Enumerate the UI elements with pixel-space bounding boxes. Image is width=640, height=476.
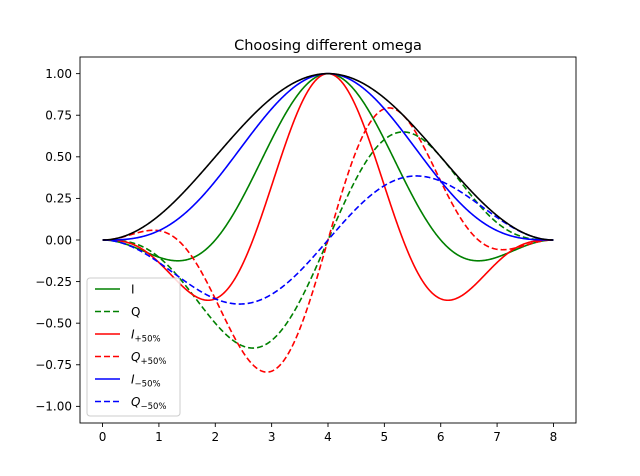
legend-label: I+50% [131, 328, 161, 345]
legend-label: I [131, 283, 135, 297]
y-tick-label: 1.00 [45, 67, 72, 81]
y-tick-label: 0.00 [45, 233, 72, 247]
x-tick-label: 7 [493, 430, 501, 444]
y-tick-label: −0.75 [35, 358, 72, 372]
y-tick-label: 0.25 [45, 192, 72, 206]
axes: 0 1 2 3 4 5 6 7 8 1.00 0.75 0.50 0.25 0.00 −0.25 −0.50 −… [35, 56, 577, 444]
x-tick-label: 5 [381, 430, 389, 444]
envelope-line [102, 72, 554, 241]
x-tick-label: 8 [550, 430, 558, 444]
legend-label: Q−50% [131, 395, 166, 412]
legend-label: Q [131, 305, 140, 319]
x-tick-label: 0 [99, 430, 107, 444]
legend-label: Q+50% [131, 350, 166, 367]
y-tick-label: −1.00 [35, 400, 72, 414]
y-tick-label: 0.50 [45, 150, 72, 164]
x-tick-label: 6 [437, 430, 445, 444]
legend-box [86, 277, 181, 417]
y-tick-label: −0.50 [35, 316, 72, 330]
series-line-5 [102, 175, 554, 305]
y-tick-label: 0.75 [45, 109, 72, 123]
chart-title: Choosing different omega [234, 38, 422, 54]
x-tick-label: 3 [268, 430, 276, 444]
legend: IQ I+50% Q+50% I−50% Q−50% [86, 277, 181, 417]
x-tick-label: 2 [211, 430, 219, 444]
x-tick-label: 4 [324, 430, 332, 444]
x-tick-label: 1 [155, 430, 163, 444]
legend-label: I−50% [131, 373, 161, 390]
y-tick-label: −0.25 [35, 275, 72, 289]
